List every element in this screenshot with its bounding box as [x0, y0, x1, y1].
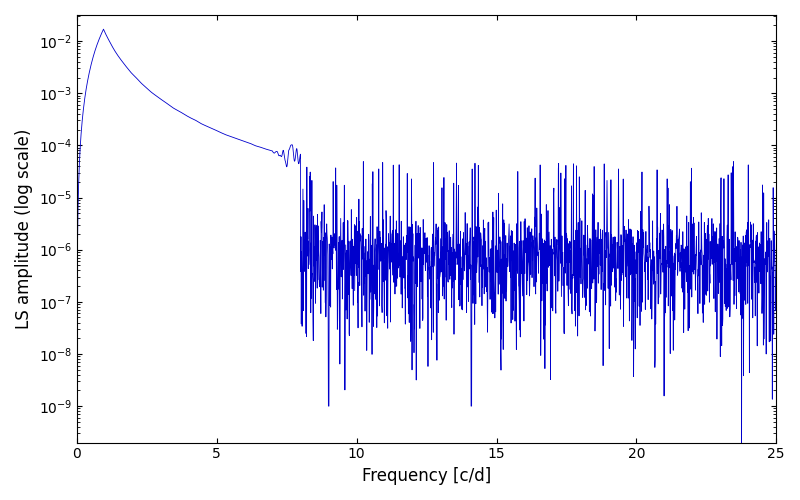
X-axis label: Frequency [c/d]: Frequency [c/d]: [362, 467, 491, 485]
Y-axis label: LS amplitude (log scale): LS amplitude (log scale): [15, 128, 33, 329]
